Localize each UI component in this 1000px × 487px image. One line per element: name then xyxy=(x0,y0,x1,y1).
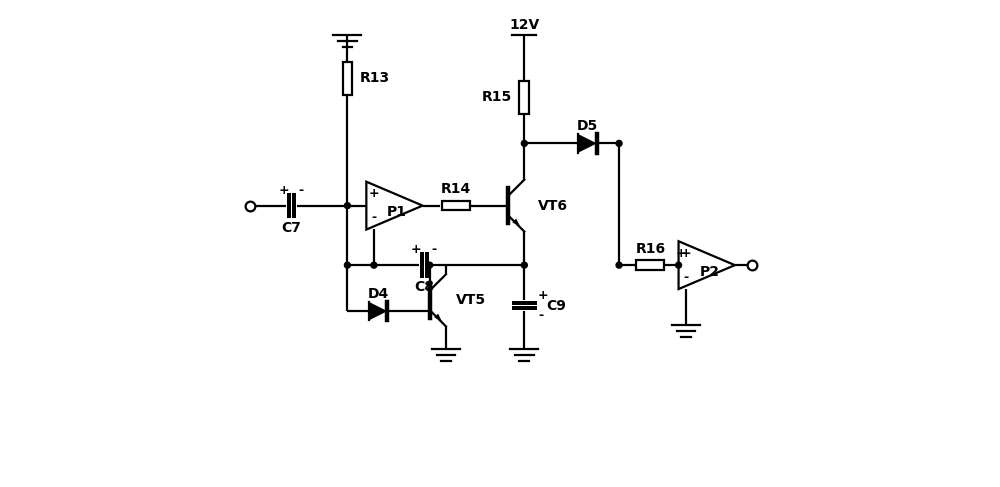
Text: -: - xyxy=(431,244,436,257)
Text: +: + xyxy=(681,247,691,260)
Text: -: - xyxy=(684,271,689,283)
Text: +: + xyxy=(411,244,421,257)
Bar xyxy=(519,81,529,114)
Text: VT6: VT6 xyxy=(538,199,568,213)
Circle shape xyxy=(616,262,622,268)
Text: R16: R16 xyxy=(635,242,665,256)
Circle shape xyxy=(344,262,350,268)
Text: +: + xyxy=(278,184,289,197)
Text: -: - xyxy=(298,184,303,197)
Polygon shape xyxy=(434,314,442,321)
Circle shape xyxy=(427,262,433,268)
Text: +: + xyxy=(538,289,549,302)
Text: P2: P2 xyxy=(699,264,719,279)
Text: C8: C8 xyxy=(414,280,434,294)
Text: +: + xyxy=(676,247,687,260)
Text: D4: D4 xyxy=(368,287,389,301)
Text: 12V: 12V xyxy=(509,19,539,33)
Text: R15: R15 xyxy=(482,91,512,104)
Polygon shape xyxy=(369,302,387,320)
Text: C9: C9 xyxy=(546,299,566,313)
Circle shape xyxy=(344,203,350,208)
Circle shape xyxy=(676,262,682,268)
Circle shape xyxy=(521,140,527,147)
Bar xyxy=(442,201,470,210)
Polygon shape xyxy=(512,219,520,226)
Polygon shape xyxy=(366,182,423,229)
Text: -: - xyxy=(371,211,376,224)
Text: C7: C7 xyxy=(282,222,302,235)
Bar xyxy=(636,260,664,270)
Polygon shape xyxy=(578,134,597,152)
Text: +: + xyxy=(369,187,379,200)
Polygon shape xyxy=(679,241,735,289)
Text: P1: P1 xyxy=(387,205,407,219)
Text: R14: R14 xyxy=(441,183,471,196)
Text: VT5: VT5 xyxy=(456,293,486,307)
Circle shape xyxy=(371,262,377,268)
Text: R13: R13 xyxy=(359,72,389,85)
Bar xyxy=(343,62,352,95)
Circle shape xyxy=(521,262,527,268)
Circle shape xyxy=(616,140,622,147)
Text: D5: D5 xyxy=(577,119,598,133)
Text: -: - xyxy=(538,309,543,322)
